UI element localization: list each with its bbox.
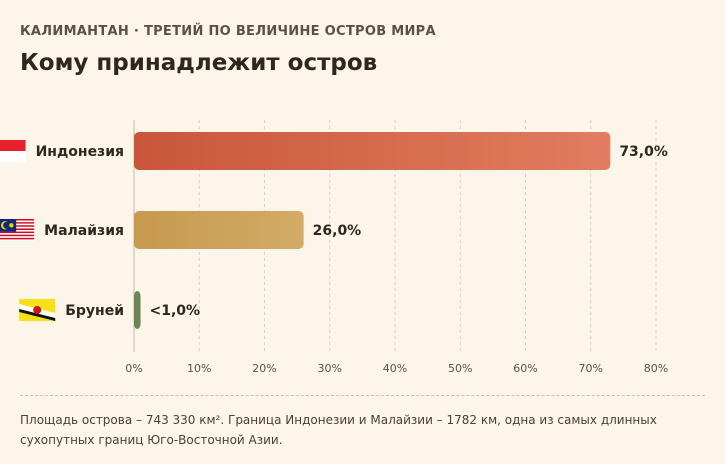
x-tick-label: 40% — [383, 362, 407, 375]
x-tick-label: 0% — [125, 362, 142, 375]
bar-3 — [134, 291, 141, 329]
x-tick-label: 30% — [318, 362, 342, 375]
malaysia-flag-icon — [0, 219, 35, 241]
x-tick-label: 10% — [187, 362, 211, 375]
bar-1 — [134, 132, 611, 170]
x-tick-label: 80% — [644, 362, 668, 375]
bar-2 — [134, 211, 304, 249]
x-tick-label: 60% — [513, 362, 537, 375]
chart-title: Кому принадлежит остров — [20, 50, 378, 76]
category-label: Бруней — [65, 303, 124, 319]
x-tick-label: 20% — [252, 362, 276, 375]
value-label: 73,0% — [619, 144, 668, 160]
indonesia-flag-icon — [0, 140, 26, 162]
footnote-divider — [20, 395, 705, 396]
bar-chart: Индонезия 73,0% Малайзия 26,0% Бруней <1,0% 0… — [0, 120, 668, 375]
footnote: Площадь острова – 743 330 км². Граница И… — [20, 413, 657, 447]
x-tick-label: 50% — [448, 362, 472, 375]
value-label: 26,0% — [313, 223, 362, 239]
chart-kicker: КАЛИМАНТАН · ТРЕТИЙ ПО ВЕЛИЧИНЕ ОСТРОВ М… — [20, 24, 436, 39]
category-label: Малайзия — [44, 223, 124, 239]
value-label: <1,0% — [150, 303, 201, 319]
category-label: Индонезия — [36, 144, 124, 160]
brunei-flag-icon — [19, 299, 56, 321]
x-tick-label: 70% — [579, 362, 603, 375]
